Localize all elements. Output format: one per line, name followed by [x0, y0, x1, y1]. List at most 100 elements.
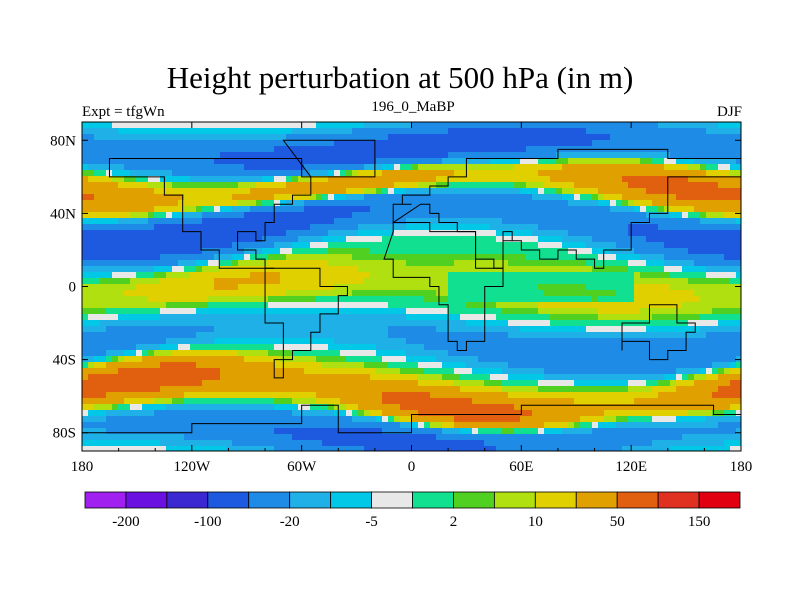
field-cell — [526, 122, 533, 129]
field-cell — [694, 164, 701, 171]
field-cell — [652, 176, 659, 183]
field-cell — [460, 236, 467, 243]
field-cell — [472, 140, 479, 147]
field-cell — [622, 326, 629, 333]
field-cell — [268, 368, 275, 375]
field-cell — [328, 230, 335, 237]
field-cell — [130, 380, 137, 387]
field-cell — [292, 224, 299, 231]
field-cell — [286, 122, 293, 129]
field-cell — [688, 260, 695, 267]
field-cell — [424, 188, 431, 195]
field-cell — [670, 278, 677, 285]
field-cell — [652, 230, 659, 237]
field-cell — [664, 386, 671, 393]
field-cell — [334, 212, 341, 219]
field-cell — [142, 314, 149, 321]
field-cell — [100, 296, 107, 303]
field-cell — [442, 218, 449, 225]
field-cell — [226, 218, 233, 225]
field-cell — [592, 260, 599, 267]
field-cell — [718, 206, 725, 213]
field-cell — [556, 218, 563, 225]
field-cell — [670, 344, 677, 351]
field-cell — [328, 338, 335, 345]
field-cell — [652, 164, 659, 171]
field-cell — [346, 332, 353, 339]
field-cell — [154, 140, 161, 147]
field-cell — [412, 242, 419, 249]
field-cell — [658, 128, 665, 135]
field-cell — [202, 290, 209, 297]
field-cell — [550, 206, 557, 213]
field-cell — [724, 248, 731, 255]
field-cell — [256, 296, 263, 303]
field-cell — [292, 230, 299, 237]
field-cell — [232, 272, 239, 279]
field-cell — [676, 296, 683, 303]
field-cell — [220, 170, 227, 177]
field-cell — [616, 290, 623, 297]
field-cell — [82, 266, 89, 273]
field-cell — [736, 200, 741, 207]
field-cell — [238, 380, 245, 387]
field-cell — [82, 362, 89, 369]
field-cell — [268, 296, 275, 303]
field-cell — [538, 170, 545, 177]
field-cell — [508, 284, 515, 291]
field-cell — [622, 368, 629, 375]
field-cell — [646, 236, 653, 243]
field-cell — [520, 308, 527, 315]
field-cell — [382, 320, 389, 327]
field-cell — [688, 236, 695, 243]
field-cell — [412, 326, 419, 333]
field-cell — [622, 170, 629, 177]
field-cell — [694, 200, 701, 207]
field-cell — [106, 224, 113, 231]
field-cell — [382, 266, 389, 273]
field-cell — [694, 350, 701, 357]
field-cell — [652, 362, 659, 369]
field-cell — [664, 362, 671, 369]
field-cell — [352, 260, 359, 267]
field-cell — [502, 386, 509, 393]
field-cell — [412, 344, 419, 351]
field-cell — [412, 314, 419, 321]
field-cell — [532, 248, 539, 255]
field-cell — [532, 368, 539, 375]
field-cell — [100, 356, 107, 363]
field-cell — [310, 290, 317, 297]
field-cell — [358, 212, 365, 219]
field-cell — [448, 152, 455, 159]
field-cell — [478, 272, 485, 279]
field-cell — [262, 200, 269, 207]
field-cell — [232, 146, 239, 153]
field-cell — [298, 206, 305, 213]
field-cell — [118, 344, 125, 351]
field-cell — [196, 272, 203, 279]
field-cell — [460, 374, 467, 381]
field-cell — [610, 128, 617, 135]
field-cell — [526, 296, 533, 303]
field-cell — [262, 218, 269, 225]
field-cell — [190, 236, 197, 243]
field-cell — [190, 230, 197, 237]
field-cell — [106, 218, 113, 225]
field-cell — [640, 152, 647, 159]
field-cell — [508, 248, 515, 255]
field-cell — [184, 368, 191, 375]
field-cell — [442, 188, 449, 195]
field-cell — [322, 260, 329, 267]
field-cell — [466, 224, 473, 231]
field-cell — [496, 350, 503, 357]
field-cell — [256, 188, 263, 195]
field-cell — [112, 242, 119, 249]
field-cell — [94, 266, 101, 273]
field-cell — [214, 140, 221, 147]
field-cell — [712, 224, 719, 231]
field-cell — [106, 140, 113, 147]
field-cell — [220, 230, 227, 237]
field-cell — [118, 338, 125, 345]
field-cell — [688, 128, 695, 135]
field-cell — [400, 242, 407, 249]
